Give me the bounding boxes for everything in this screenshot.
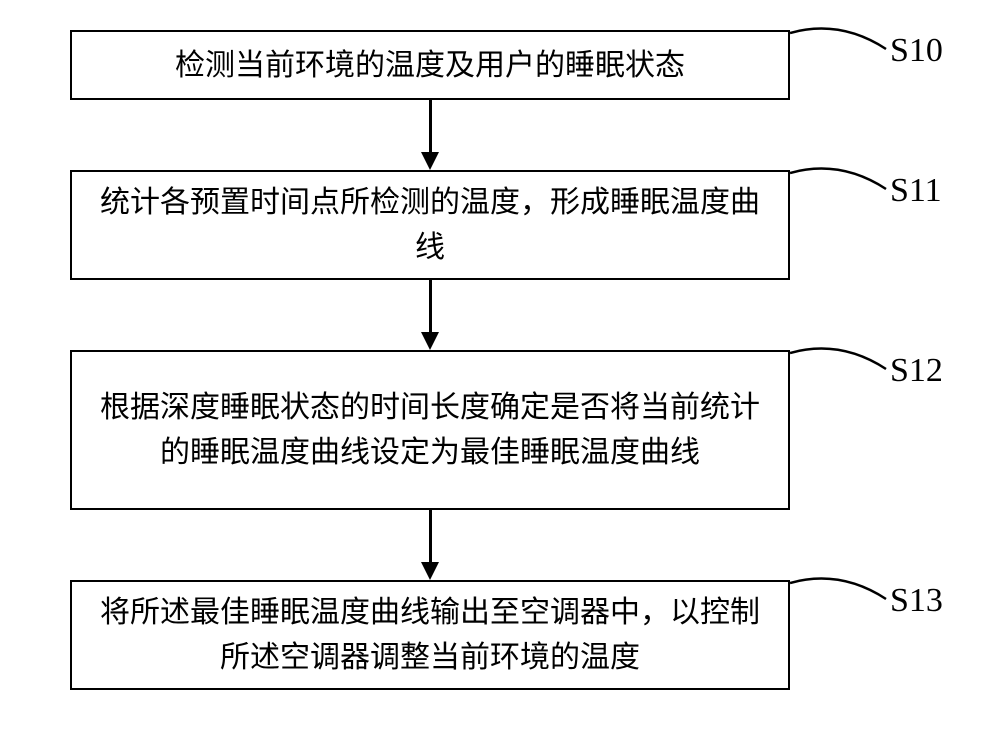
flowchart-node: 统计各预置时间点所检测的温度，形成睡眠温度曲线 [70, 170, 790, 280]
arrow-line [429, 510, 432, 562]
node-text: 将所述最佳睡眠温度曲线输出至空调器中，以控制所述空调器调整当前环境的温度 [92, 590, 768, 680]
label-text: S13 [890, 582, 943, 619]
flowchart-canvas: 检测当前环境的温度及用户的睡眠状态 统计各预置时间点所检测的温度，形成睡眠温度曲… [0, 0, 1000, 737]
connector-curve-icon [790, 25, 890, 65]
step-label: S11 [890, 172, 942, 210]
node-text: 根据深度睡眠状态的时间长度确定是否将当前统计的睡眠温度曲线设定为最佳睡眠温度曲线 [92, 385, 768, 475]
arrow-line [429, 100, 432, 152]
connector-curve-icon [790, 575, 890, 615]
label-text: S11 [890, 172, 942, 209]
flowchart-node: 根据深度睡眠状态的时间长度确定是否将当前统计的睡眠温度曲线设定为最佳睡眠温度曲线 [70, 350, 790, 510]
label-text: S12 [890, 352, 943, 389]
arrow-line [429, 280, 432, 332]
arrow-head-icon [421, 152, 439, 170]
connector-curve-icon [790, 165, 890, 205]
arrow-head-icon [421, 562, 439, 580]
arrow-head-icon [421, 332, 439, 350]
node-text: 统计各预置时间点所检测的温度，形成睡眠温度曲线 [92, 180, 768, 270]
step-label: S12 [890, 352, 943, 390]
step-label: S13 [890, 582, 943, 620]
flowchart-node: 将所述最佳睡眠温度曲线输出至空调器中，以控制所述空调器调整当前环境的温度 [70, 580, 790, 690]
connector-curve-icon [790, 345, 890, 385]
label-text: S10 [890, 32, 943, 69]
step-label: S10 [890, 32, 943, 70]
flowchart-node: 检测当前环境的温度及用户的睡眠状态 [70, 30, 790, 100]
node-text: 检测当前环境的温度及用户的睡眠状态 [175, 43, 685, 88]
